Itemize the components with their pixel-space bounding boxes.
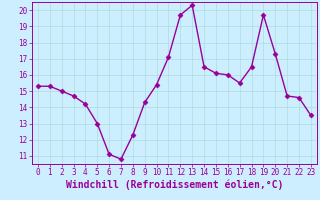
X-axis label: Windchill (Refroidissement éolien,°C): Windchill (Refroidissement éolien,°C) xyxy=(66,180,283,190)
